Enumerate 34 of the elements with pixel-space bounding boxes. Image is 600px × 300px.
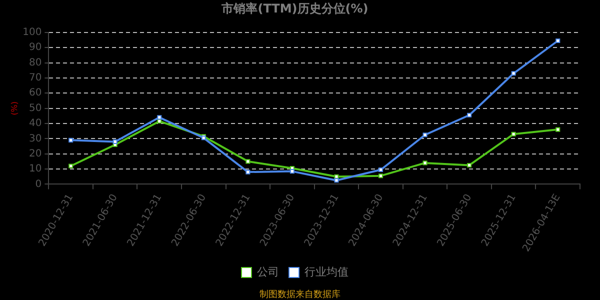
text: 制图数据来自数据库 (260, 288, 340, 300)
y-tick-label: 100 (22, 26, 42, 38)
point (511, 132, 516, 136)
y-tick-label: 0 (35, 178, 42, 190)
y-tick-label: 60 (28, 88, 42, 99)
y-tick-label: 40 (28, 118, 42, 130)
legend-label: 行业均值 (304, 265, 348, 278)
point (422, 160, 428, 166)
point (246, 159, 250, 164)
point (246, 170, 250, 174)
point (334, 178, 339, 183)
y-tick-label: 30 (28, 133, 42, 144)
point (290, 169, 294, 174)
legend-label: 公司 (257, 265, 279, 278)
point (112, 139, 118, 144)
y-tick-label: 90 (28, 42, 42, 54)
point (467, 162, 472, 168)
point (422, 132, 428, 138)
y-tick-label: 70 (28, 72, 42, 84)
y-tick-label: 50 (28, 102, 42, 114)
y-axis-title: (%) (10, 101, 19, 116)
chart-title: 市销率(TTM)历史分位(%) (220, 1, 368, 16)
y-tick-label: 10 (28, 164, 42, 175)
point (556, 127, 560, 132)
point (68, 138, 74, 142)
point (556, 38, 560, 44)
point (378, 174, 384, 178)
point (157, 115, 162, 120)
y-tick-label: 80 (28, 57, 42, 68)
point (68, 164, 74, 168)
point (511, 71, 516, 76)
y-tick-label: 20 (28, 148, 42, 160)
point (467, 112, 472, 118)
point (378, 168, 384, 172)
